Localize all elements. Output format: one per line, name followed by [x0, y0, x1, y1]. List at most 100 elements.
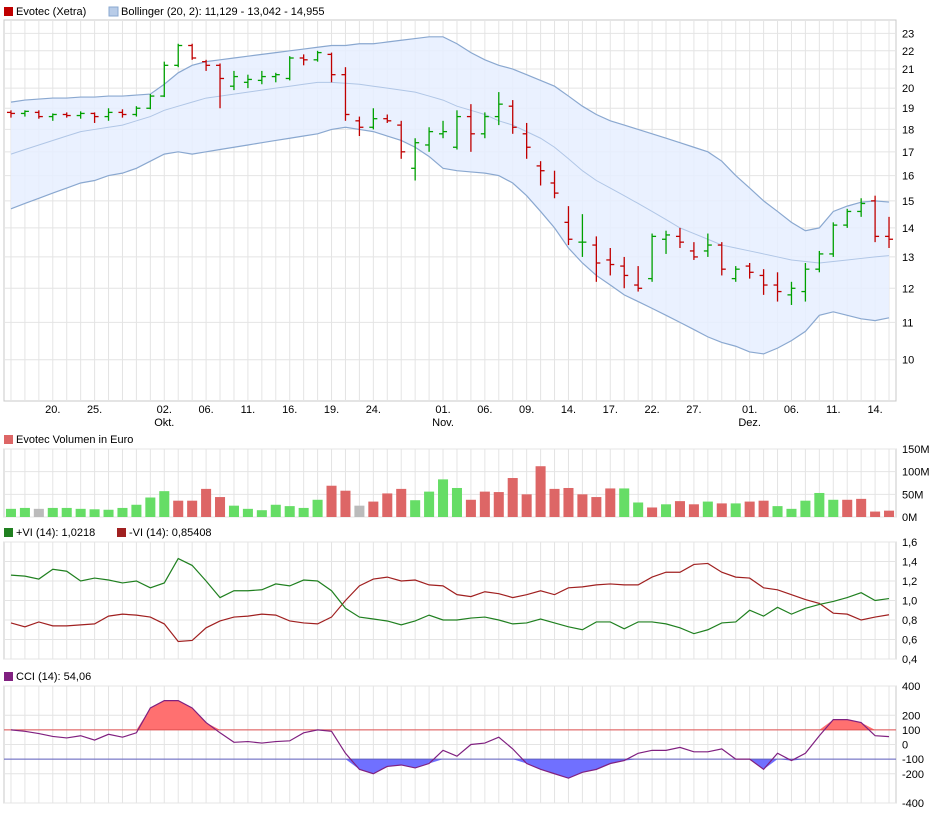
volume-y-tick-label: 0M — [902, 512, 917, 524]
bollinger-upper-line — [10, 36, 890, 232]
volume-bar — [187, 500, 198, 517]
date-x-tick-label: 27. — [686, 404, 701, 416]
cci-y-tick-label: 100 — [902, 725, 920, 737]
volume-bar — [465, 499, 476, 517]
volume-bar — [479, 491, 490, 517]
vi-plus-legend-swatch — [4, 528, 13, 537]
ohlc-bar — [62, 112, 71, 118]
cci-y-tick-label: 0 — [902, 740, 908, 752]
ohlc-bar — [564, 206, 573, 246]
ohlc-bar — [452, 110, 461, 150]
ohlc-bar — [731, 266, 740, 282]
cci-panel: CCI (14): 54,06 400 200 100 0 -100 -200 -400 — [3, 671, 924, 810]
price-y-tick-label: 10 — [902, 355, 914, 367]
volume-y-tick-label: 50M — [902, 489, 923, 501]
volume-bar — [117, 507, 128, 517]
ohlc-bar — [341, 67, 350, 121]
month-x-tick-label: Nov. — [432, 417, 454, 429]
date-x-tick-label: 16. — [282, 404, 297, 416]
volume-bar — [256, 510, 267, 517]
price-y-tick-label: 22 — [902, 46, 914, 58]
price-y-axis: 10 11 12 13 14 15 16 17 18 19 20 21 22 23 — [902, 28, 914, 366]
month-x-tick-label: Okt. — [154, 417, 174, 429]
volume-bar — [619, 488, 630, 517]
volume-bar — [577, 494, 588, 517]
bollinger-legend-swatch — [108, 6, 119, 17]
bollinger-band-area — [10, 36, 890, 354]
vi-minus-legend-label: -VI (14): 0,85408 — [129, 527, 212, 539]
bollinger-lower-line — [10, 126, 890, 355]
volume-bar — [5, 508, 16, 517]
ohlc-bar — [34, 110, 43, 119]
price-y-tick-label: 14 — [902, 223, 914, 235]
volume-bar — [215, 497, 226, 517]
date-x-tick-label: 24. — [366, 404, 381, 416]
volume-bar — [814, 492, 825, 517]
volume-bar — [19, 507, 30, 517]
vi-y-tick-label: 0,6 — [902, 635, 917, 647]
vi-minus-legend-swatch — [117, 528, 126, 537]
volume-bar — [424, 491, 435, 517]
cci-legend-label: CCI (14): 54,06 — [16, 671, 91, 683]
price-y-tick-label: 13 — [902, 252, 914, 264]
volume-bar — [201, 488, 212, 517]
bollinger-legend-label: Bollinger (20, 2): 11,129 - 13,042 - 14,… — [121, 6, 324, 18]
ohlc-bar — [271, 72, 280, 83]
ohlc-bar — [425, 127, 434, 152]
price-y-tick-label: 21 — [902, 64, 914, 76]
ohlc-bar — [439, 120, 448, 139]
ohlc-bar — [90, 112, 99, 123]
ohlc-bar — [773, 272, 782, 302]
volume-bar — [563, 487, 574, 517]
ohlc-bar — [257, 70, 266, 85]
date-x-tick-label: 19. — [324, 404, 339, 416]
volume-y-tick-label: 100M — [902, 467, 930, 479]
vi-y-tick-label: 0,8 — [902, 615, 917, 627]
volume-bar — [884, 510, 895, 517]
ohlc-bar — [466, 104, 475, 152]
ohlc-bar — [829, 222, 838, 257]
cci-above-100-area — [10, 700, 890, 730]
ohlc-bar — [160, 61, 169, 98]
ohlc-bar — [383, 114, 392, 123]
volume-bar — [438, 479, 449, 517]
volume-bar — [828, 499, 839, 517]
volume-bar — [451, 487, 462, 517]
price-panel: Evotec (Xetra) Bollinger (20, 2): 11,129… — [3, 6, 914, 429]
volume-y-axis: 150M 100M 50M 0M — [902, 444, 930, 524]
ohlc-bar — [118, 109, 127, 118]
ohlc-bar — [229, 70, 238, 91]
volume-bar — [507, 478, 518, 517]
ohlc-bar — [578, 214, 587, 257]
date-x-tick-label: 02. — [157, 404, 172, 416]
cci-y-tick-label: 400 — [902, 681, 920, 693]
volume-bar — [103, 509, 114, 517]
ohlc-bar — [188, 43, 197, 60]
ohlc-bar — [216, 63, 225, 109]
cci-y-tick-label: -200 — [902, 769, 924, 781]
date-x-tick-label: 11. — [241, 404, 255, 416]
ohlc-bar — [662, 230, 671, 254]
ohlc-bar — [592, 236, 601, 282]
date-x-tick-label: 06. — [784, 404, 799, 416]
volume-bar — [674, 501, 685, 517]
ohlc-bar — [787, 281, 796, 305]
ohlc-bar — [536, 161, 545, 186]
volume-panel: Evotec Volumen in Euro 150M 100M 50M 0M — [3, 434, 930, 524]
volume-bars — [5, 466, 895, 517]
vi-minus-line — [10, 562, 890, 643]
volume-bar — [312, 499, 323, 517]
volume-legend-label: Evotec Volumen in Euro — [16, 434, 133, 446]
date-x-axis: 20. 25. 02.Okt.06. 11. 16. 19. 24. 01.Nov.06. 09… — [45, 404, 883, 429]
volume-bar — [661, 504, 672, 517]
volume-bar — [242, 508, 253, 517]
volume-bar — [33, 508, 44, 517]
vi-y-axis: 1,6 1,4 1,2 1,0 0,8 0,6 0,4 — [902, 537, 917, 666]
volume-bar — [298, 507, 309, 517]
volume-bar — [633, 502, 644, 517]
vi-y-tick-label: 1,0 — [902, 596, 917, 608]
date-x-tick-label: 09. — [519, 404, 534, 416]
ohlc-bar — [508, 100, 517, 134]
volume-bar — [382, 493, 393, 517]
